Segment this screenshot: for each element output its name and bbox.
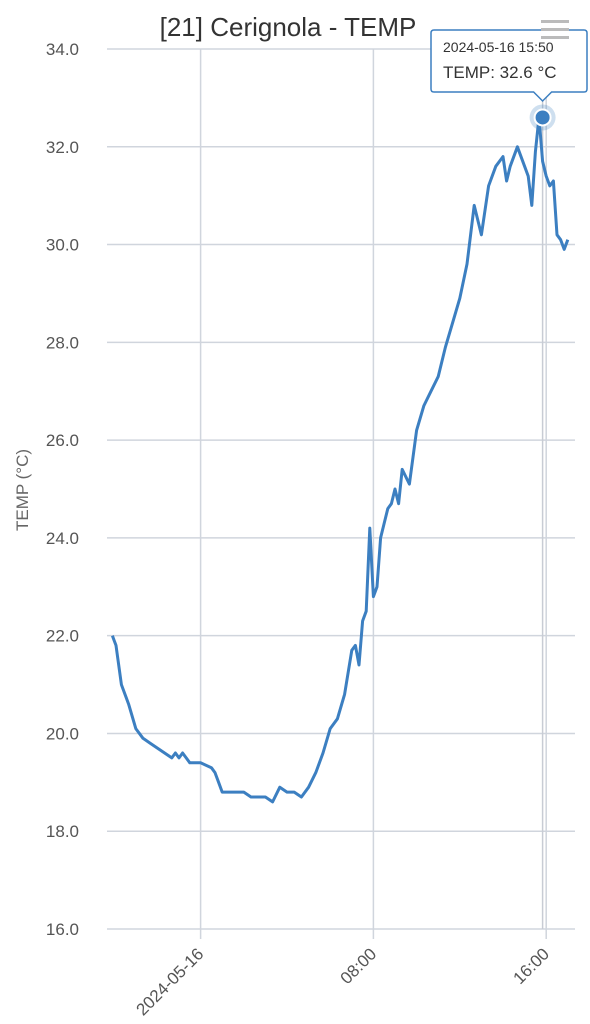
y-tick-label: 16.0	[46, 920, 79, 939]
grid	[107, 48, 575, 939]
tooltip: 2024-05-16 15:50 TEMP: 32.6 °C	[430, 29, 588, 103]
series-line-temp[interactable]	[110, 115, 570, 804]
y-tick-label: 26.0	[46, 431, 79, 450]
tooltip-time: 2024-05-16 15:50	[443, 39, 554, 55]
x-axis-ticks: 2024-05-16 08:00 16:00	[132, 944, 553, 1019]
y-tick-label: 18.0	[46, 822, 79, 841]
hamburger-menu-icon[interactable]	[541, 20, 569, 39]
y-axis-label: TEMP (°C)	[13, 449, 32, 531]
y-tick-label: 22.0	[46, 627, 79, 646]
y-tick-label: 30.0	[46, 236, 79, 255]
y-tick-label: 24.0	[46, 529, 79, 548]
y-tick-label: 34.0	[46, 40, 79, 59]
tooltip-box	[430, 29, 588, 103]
y-tick-label: 32.0	[46, 138, 79, 157]
y-tick-label: 20.0	[46, 724, 79, 743]
highlight-point[interactable]	[533, 108, 552, 127]
x-tick-label: 2024-05-16	[132, 944, 207, 1019]
y-tick-label: 28.0	[46, 333, 79, 352]
y-axis-ticks: 16.0 18.0 20.0 22.0 24.0 26.0 28.0 30.0 32.0 34.0	[46, 40, 79, 939]
x-tick-label: 16:00	[510, 944, 554, 988]
chart-title: [21] Cerignola - TEMP	[160, 12, 417, 42]
tooltip-value: TEMP: 32.6 °C	[443, 63, 557, 82]
x-tick-label: 08:00	[337, 944, 381, 988]
